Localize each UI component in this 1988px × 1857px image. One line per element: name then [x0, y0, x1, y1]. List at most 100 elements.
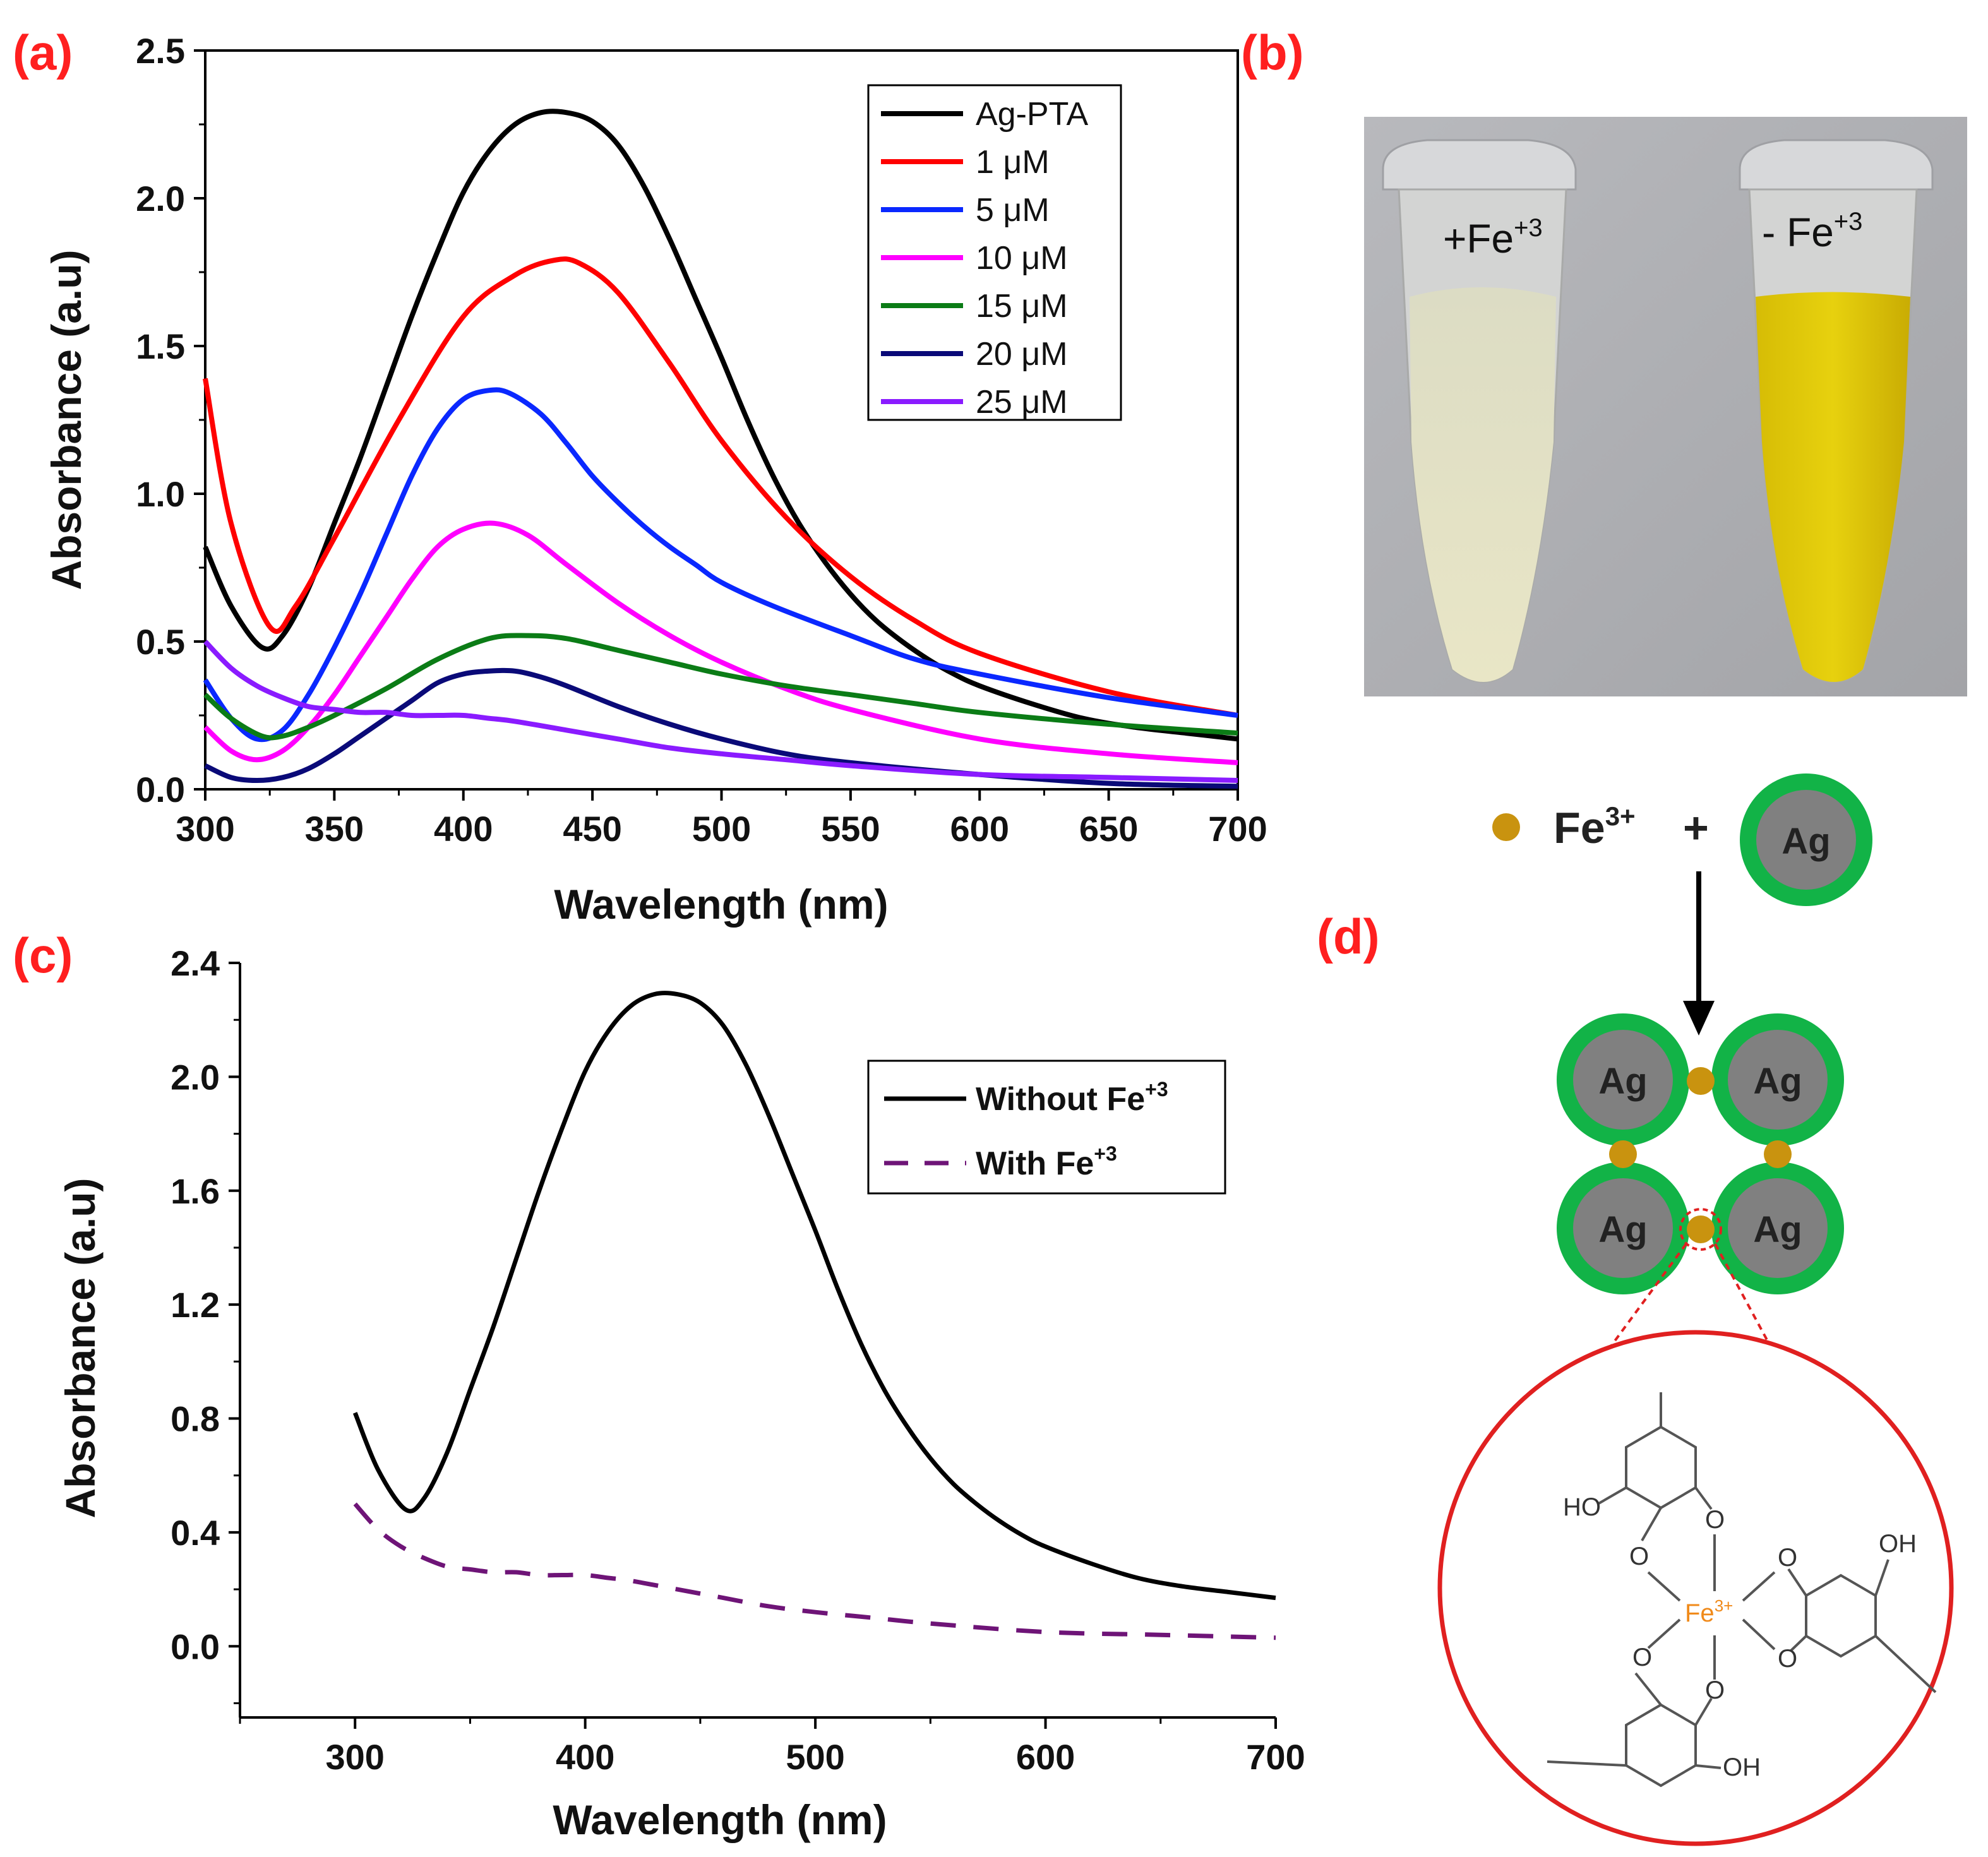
ring-right-methyl	[1874, 1635, 1937, 1693]
vial-without-fe: - Fe+3	[1739, 139, 1934, 683]
chart-a-x-title: Wavelength (nm)	[554, 881, 888, 928]
reaction-arrow-head	[1683, 1001, 1715, 1036]
fe-bond-6	[1742, 1618, 1776, 1651]
cluster-ag-1-shell	[1557, 1013, 1689, 1146]
panel-label-c: (c)	[13, 928, 73, 983]
vial-left-cap	[1382, 139, 1577, 191]
ring-bottom-methyl	[1547, 1760, 1627, 1767]
ag-shell	[1740, 773, 1872, 906]
cluster-ag-2-shell	[1711, 1013, 1844, 1146]
zoom-marker	[1679, 1208, 1722, 1251]
chart-a-legend-items: Ag-PTA 1 μM 5 μM 10 μM 15 μM 20 μM 25 μM	[881, 96, 1089, 421]
cluster-fe-right	[1764, 1140, 1792, 1168]
aggregation-scheme: Fe3+ + Ag Ag Ag Ag Ag	[1437, 773, 1954, 1846]
chart-a-ytick-label: 2.5	[136, 31, 185, 71]
fe-ion-label: Fe3+	[1554, 801, 1636, 852]
chart-c-legend-box	[867, 1060, 1226, 1195]
chart-c-ticks: 300 400 500 600 700 0.0 0.4 0.8 1.2 1.6 2.0 2.4	[171, 943, 1305, 1777]
ring-top-o2-bond	[1641, 1507, 1662, 1541]
chem-o-1: O	[1705, 1506, 1725, 1534]
panel-label-d: (d)	[1317, 909, 1380, 964]
chart-a-series-4	[203, 633, 1238, 741]
chem-o-6: O	[1705, 1676, 1725, 1704]
ring-bottom-oh	[1695, 1764, 1722, 1769]
cluster-ag-1-label: Ag	[1598, 1061, 1647, 1102]
chart-a-legend-label-4: 15 μM	[976, 288, 1068, 325]
fe-complex-labels: HO O O O OH Fe3+ O O O OH	[1563, 1493, 1917, 1781]
cluster-ag-4-label: Ag	[1753, 1209, 1802, 1250]
ag-label: Ag	[1781, 821, 1830, 862]
chart-a-xtick-label: 550	[821, 809, 880, 849]
panel-label-a: (a)	[13, 25, 73, 80]
chem-ho-top: HO	[1563, 1493, 1601, 1521]
chart-c-legend: Without Fe+3 With Fe+3	[867, 1060, 1226, 1195]
chart-c-legend-label-with: With Fe+3	[976, 1142, 1117, 1182]
chart-c-xtick-label: 400	[556, 1737, 614, 1777]
chem-fe-center: Fe3+	[1685, 1596, 1733, 1627]
chem-o-4: O	[1632, 1644, 1652, 1671]
chem-o-5: O	[1778, 1645, 1797, 1673]
chart-a-ytick-label: 2.0	[136, 179, 185, 218]
cluster-ag-3-label: Ag	[1598, 1209, 1647, 1250]
chart-a-series-lines	[203, 109, 1238, 789]
zoom-circle	[1437, 1330, 1954, 1846]
ring-right-o2	[1789, 1635, 1807, 1652]
vial-right-cap	[1739, 139, 1934, 191]
ring-bottom-o2	[1634, 1672, 1662, 1706]
chart-c-y-title: Absorbance (a.u)	[57, 1178, 104, 1518]
cluster-fe-top	[1687, 1067, 1715, 1095]
chart-a-legend-label-3: 10 μM	[976, 240, 1068, 277]
chart-c-ytick-label: 1.6	[171, 1171, 220, 1211]
chart-c-ytick-label: 0.8	[171, 1399, 220, 1439]
cluster-fe-bottom	[1687, 1215, 1715, 1243]
chart-c-series-lines	[352, 991, 1276, 1640]
chart-a-xtick-label: 700	[1208, 809, 1267, 849]
ring-right-o1	[1787, 1568, 1807, 1597]
vial-left-label: +Fe+3	[1443, 214, 1543, 261]
ag-nanoparticle-single: Ag	[1740, 773, 1872, 906]
cluster-fe-left	[1609, 1140, 1637, 1168]
chart-a-series-3	[203, 520, 1238, 765]
chart-c-xtick-label: 600	[1016, 1737, 1075, 1777]
chart-a-y-title: Absorbance (a.u)	[43, 249, 90, 590]
ag-cluster: Ag Ag Ag Ag	[1557, 1013, 1844, 1294]
chart-a: 300 350 400 450 500 550 600 650 700 0.0 0.5 1.0 1.5 2…	[43, 31, 1267, 928]
chart-a-legend-label-6: 25 μM	[976, 384, 1068, 421]
chart-a-ticks: 300 350 400 450 500 550 600 650 700 0.0 0.5 1.0 1.5 2…	[136, 31, 1267, 849]
chart-a-legend-label-2: 5 μM	[976, 192, 1050, 229]
fe-bond-4	[1647, 1618, 1681, 1649]
chart-c-ytick-label: 2.0	[171, 1057, 220, 1097]
chart-a-legend-label-5: 20 μM	[976, 336, 1068, 373]
fe-bond-2	[1647, 1571, 1681, 1602]
chart-a-series-6	[203, 640, 1238, 783]
chart-c-legend-label-without: Without Fe+3	[976, 1078, 1168, 1118]
chart-a-xtick-label: 450	[563, 809, 621, 849]
chart-c-x-title: Wavelength (nm)	[553, 1796, 887, 1843]
chart-c-ytick-label: 0.4	[171, 1513, 220, 1553]
chart-a-xtick-label: 500	[692, 809, 751, 849]
fe-complex-structure	[1547, 1392, 1937, 1788]
chart-c-series-0	[352, 991, 1276, 1601]
vial-left-liquid	[1410, 287, 1556, 682]
chart-a-xtick-label: 350	[305, 809, 364, 849]
chart-c-ytick-label: 2.4	[171, 943, 220, 983]
chart-a-xtick-label: 650	[1079, 809, 1138, 849]
chart-c-ytick-label: 1.2	[171, 1285, 220, 1325]
chart-c-series-1	[353, 1502, 1276, 1640]
chart-c-xtick-label: 300	[326, 1737, 385, 1777]
fe-bond-3	[1742, 1571, 1776, 1602]
chart-c-xtick-label: 500	[786, 1737, 844, 1777]
chart-a-xtick-label: 400	[434, 809, 493, 849]
chart-a-ytick-label: 0.5	[136, 622, 185, 662]
chart-a-series-5	[204, 667, 1238, 789]
chem-o-2: O	[1629, 1543, 1649, 1570]
chart-a-xtick-label: 300	[176, 809, 234, 849]
chart-a-xtick-label: 600	[950, 809, 1009, 849]
cluster-ag-2-label: Ag	[1753, 1061, 1802, 1102]
chart-a-ytick-label: 1.0	[136, 474, 185, 514]
chart-a-series-2	[203, 387, 1238, 743]
vial-with-fe: +Fe+3	[1382, 139, 1577, 683]
vial-right-label: - Fe+3	[1762, 208, 1862, 255]
chart-a-ytick-label: 1.5	[136, 326, 185, 366]
